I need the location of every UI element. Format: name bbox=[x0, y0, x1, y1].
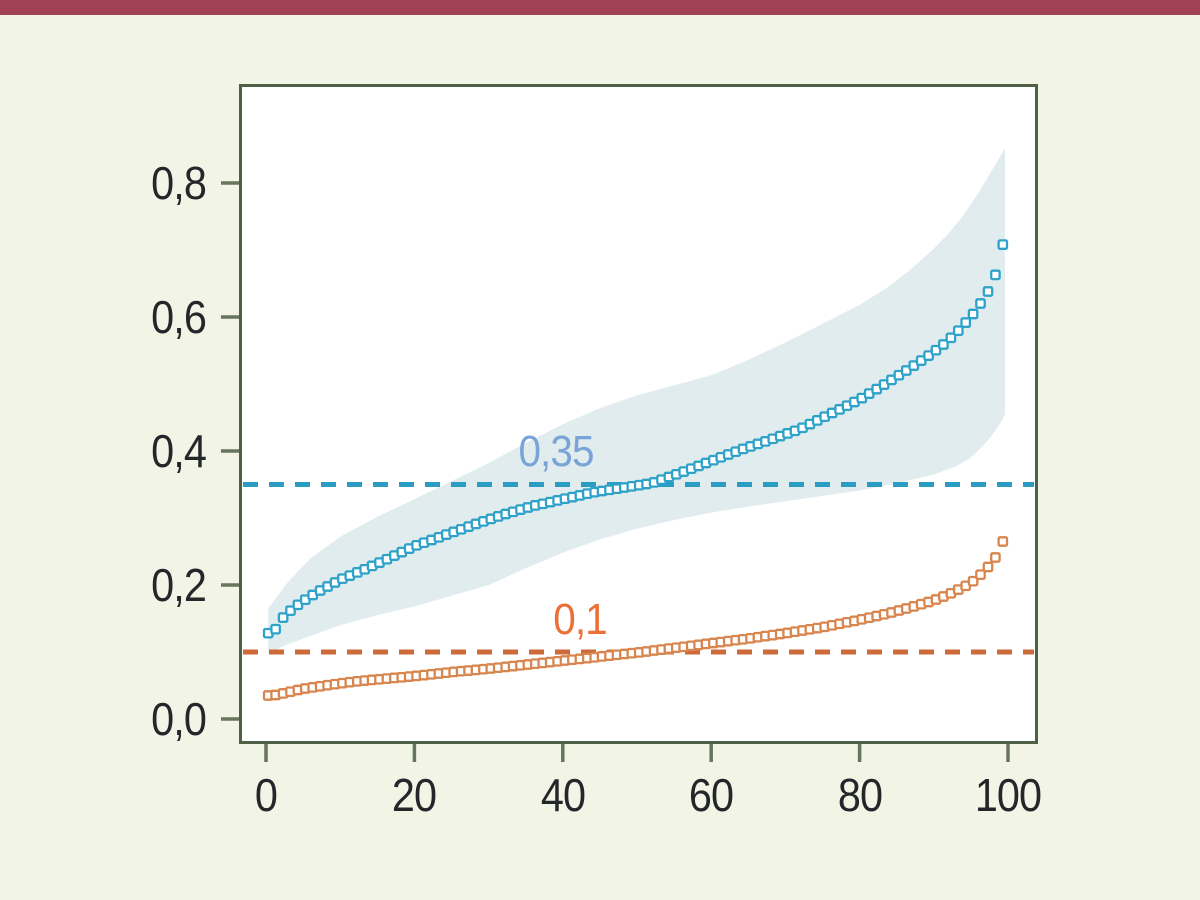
y-tick-label-0-4: 0,4 bbox=[151, 425, 207, 477]
y-tick-label-0-6: 0,6 bbox=[151, 291, 207, 343]
x-tick-label-100: 100 bbox=[974, 769, 1042, 821]
x-tick-label-60: 60 bbox=[689, 769, 734, 821]
upper-series-points bbox=[262, 239, 1009, 639]
y-tick-label-0-8: 0,8 bbox=[151, 157, 207, 209]
top-accent-bar bbox=[0, 0, 1200, 15]
lower-series-points bbox=[262, 536, 1009, 701]
y-tick-label-0-0: 0,0 bbox=[151, 693, 207, 745]
axis-ticks bbox=[221, 181, 1010, 762]
plot-frame bbox=[239, 84, 1038, 744]
upper-reference-line-label: 0,35 bbox=[518, 426, 595, 476]
x-tick-label-40: 40 bbox=[540, 769, 586, 821]
x-tick-label-80: 80 bbox=[837, 769, 882, 821]
y-tick-label-0-2: 0,2 bbox=[151, 559, 207, 611]
lower-reference-line-label: 0,1 bbox=[553, 594, 607, 644]
x-tick-label-0: 0 bbox=[254, 769, 278, 821]
x-tick-label-20: 20 bbox=[392, 769, 437, 821]
